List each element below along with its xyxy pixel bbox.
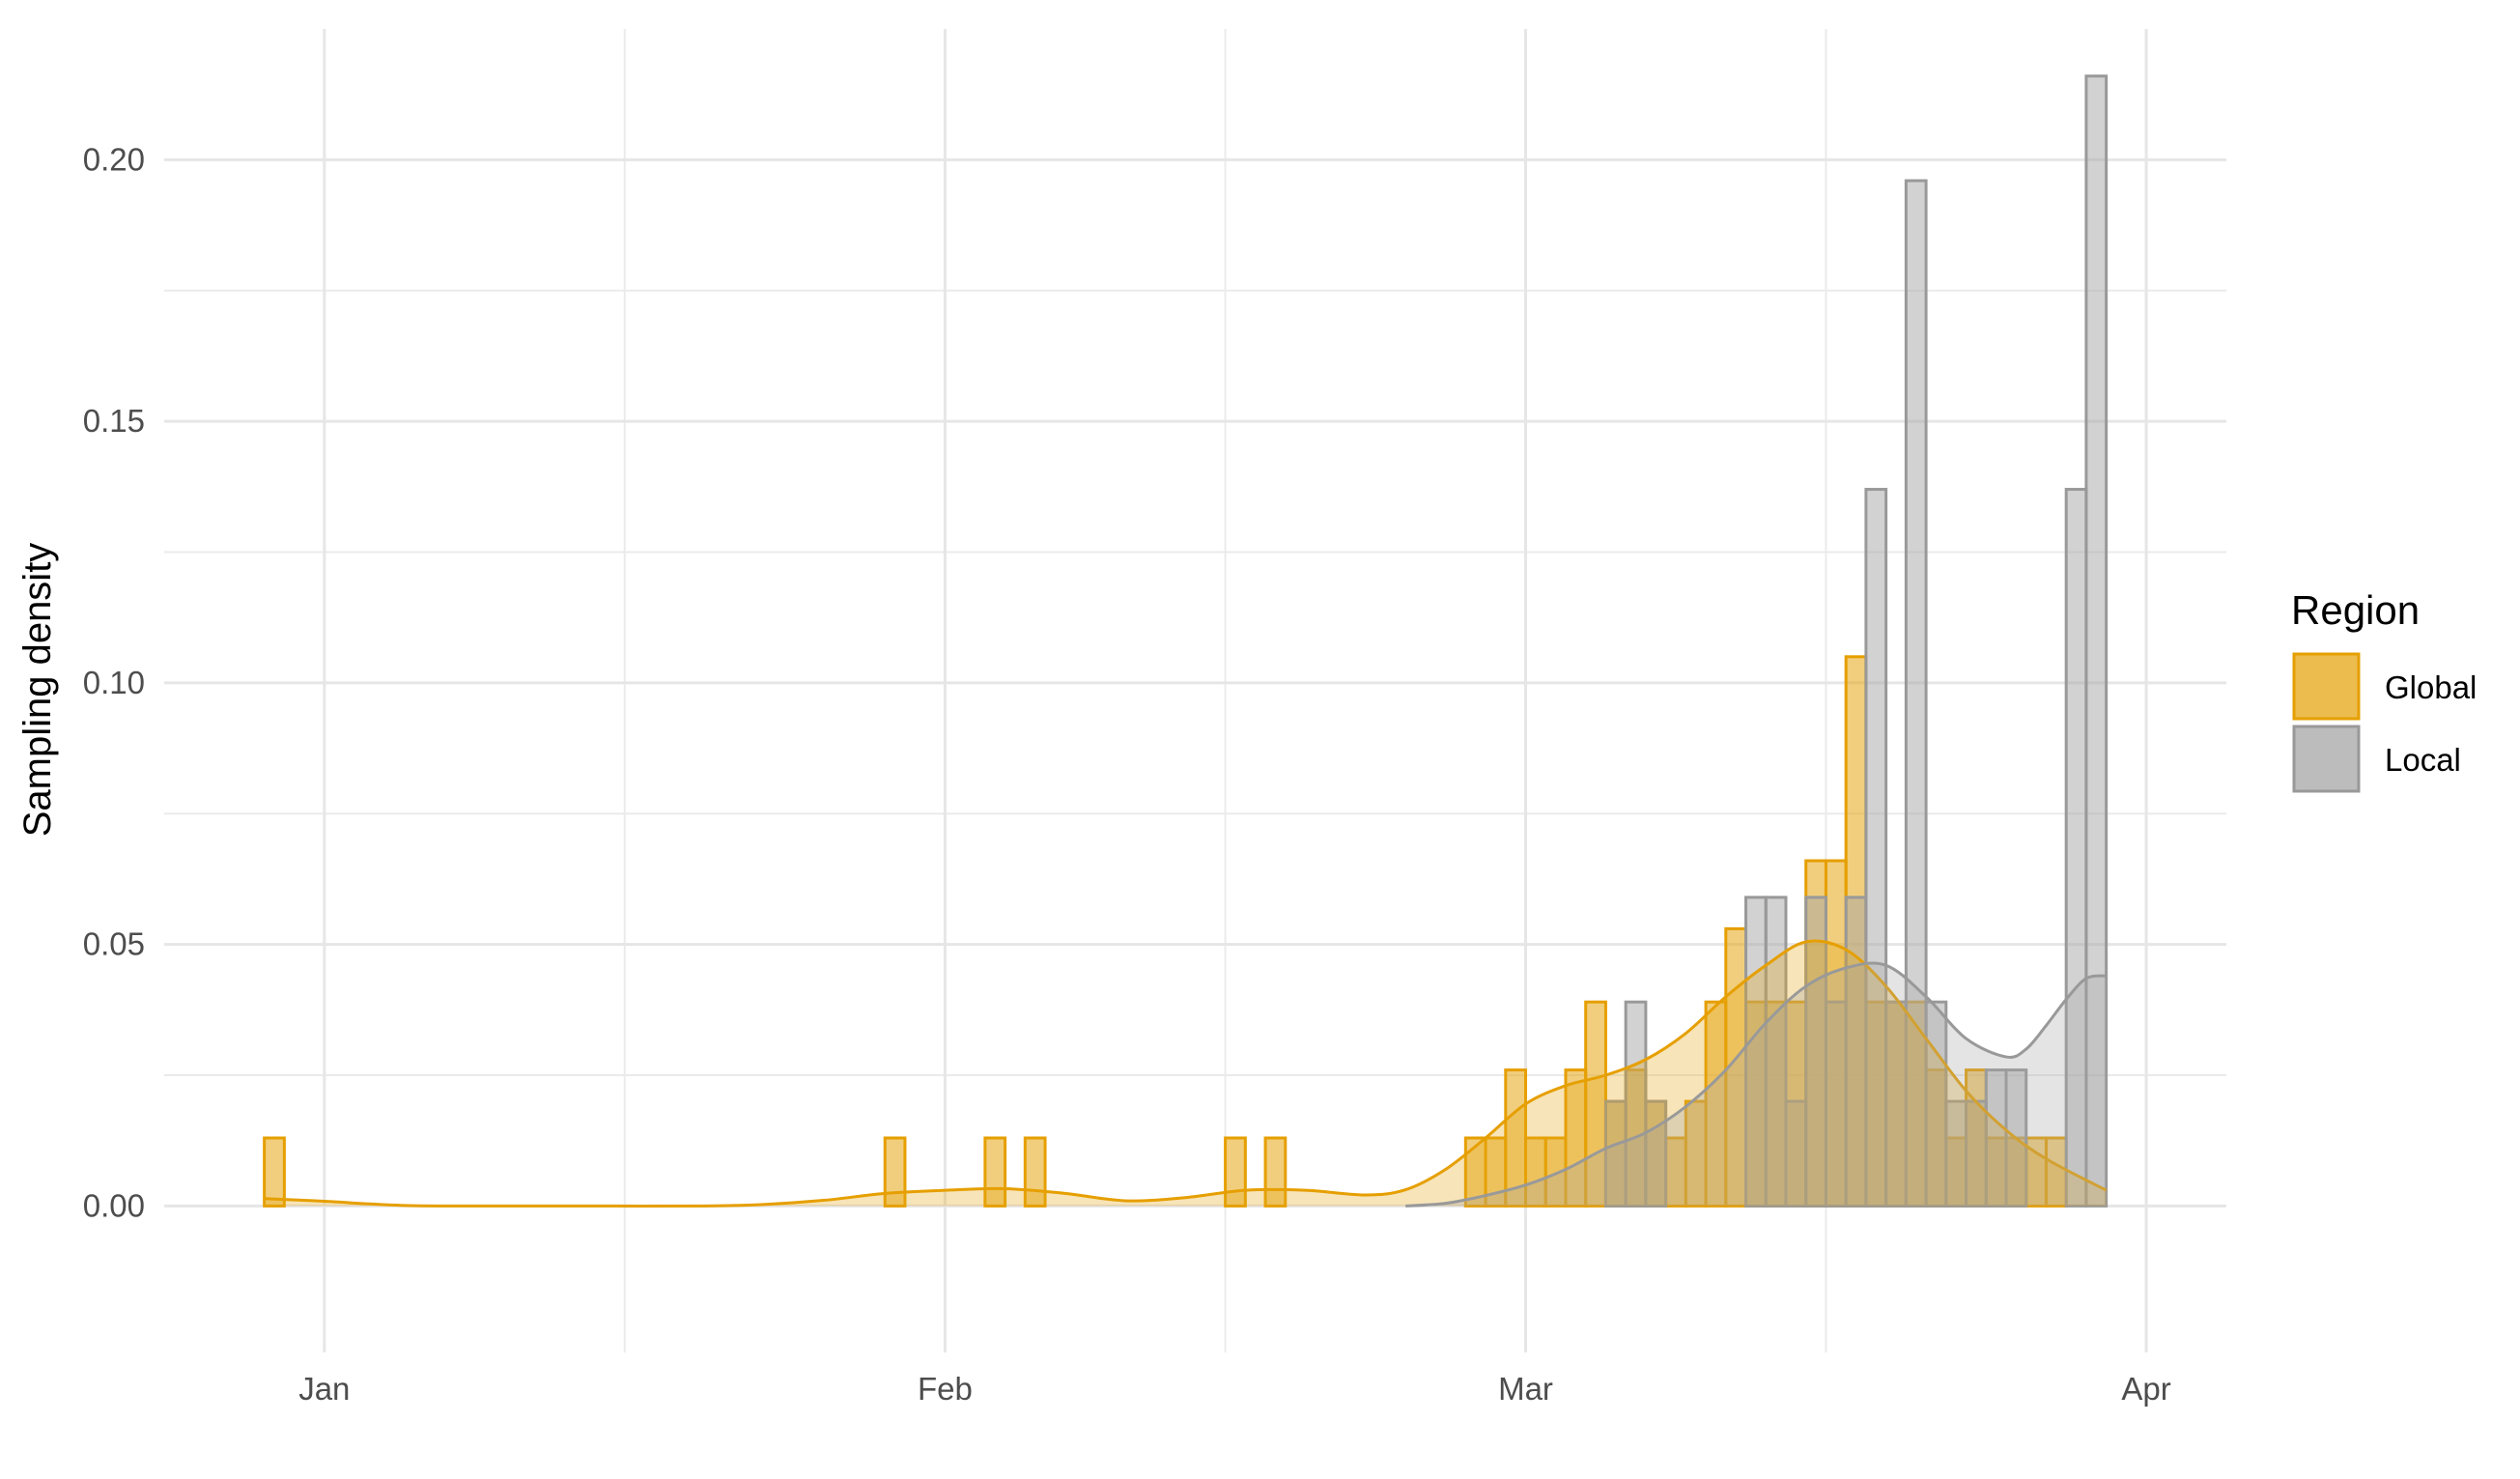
legend: Region Global Local bbox=[2291, 587, 2477, 793]
density-line-local bbox=[1405, 961, 2107, 1208]
bar-local bbox=[1644, 1099, 1668, 1208]
legend-items: Global Local bbox=[2292, 652, 2477, 793]
bar-global bbox=[883, 1136, 907, 1208]
x-tick-label: Mar bbox=[1498, 1371, 1553, 1407]
bar-local bbox=[1904, 179, 1928, 1208]
y-tick-label: 0.05 bbox=[83, 926, 145, 962]
histogram-bars bbox=[263, 74, 2109, 1208]
x-tick-label: Feb bbox=[918, 1371, 973, 1407]
bar-global bbox=[263, 1136, 286, 1208]
y-tick-label: 0.15 bbox=[83, 403, 145, 439]
density-area-global bbox=[264, 940, 2107, 1207]
y-tick-label: 0.00 bbox=[83, 1187, 145, 1223]
bar-global bbox=[1224, 1136, 1247, 1208]
legend-key-global bbox=[2292, 652, 2361, 721]
legend-label-local: Local bbox=[2385, 742, 2461, 778]
density-line-global bbox=[264, 939, 2108, 1208]
bar-local bbox=[1864, 488, 1888, 1208]
y-tick-label: 0.10 bbox=[83, 665, 145, 700]
x-tick-label: Jan bbox=[298, 1371, 350, 1407]
y-axis-ticks: 0.00 0.05 0.10 0.15 0.20 bbox=[83, 141, 145, 1223]
density-area-local bbox=[1405, 962, 2107, 1207]
legend-label-global: Global bbox=[2385, 669, 2477, 705]
legend-key-local bbox=[2292, 725, 2361, 793]
bar-local bbox=[1764, 896, 1788, 1208]
legend-title: Region bbox=[2291, 587, 2420, 633]
y-tick-label: 0.20 bbox=[83, 141, 145, 177]
density-curves bbox=[264, 939, 2108, 1208]
x-axis-ticks: Jan Feb Mar Apr bbox=[298, 1371, 2171, 1407]
x-tick-label: Apr bbox=[2121, 1371, 2170, 1407]
y-axis-title: Sampling density bbox=[16, 543, 59, 838]
bar-local bbox=[2084, 74, 2109, 1208]
